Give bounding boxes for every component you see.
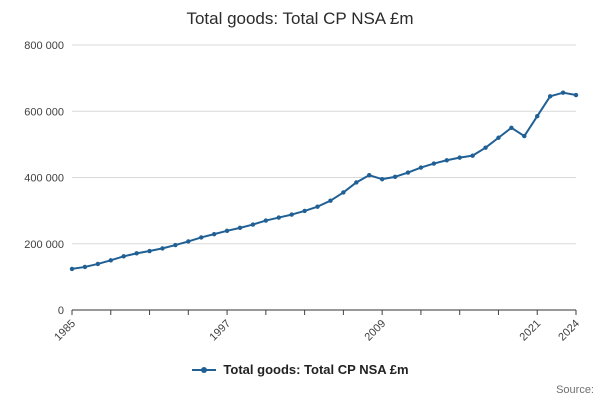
data-point[interactable] bbox=[199, 235, 204, 240]
data-point[interactable] bbox=[302, 208, 307, 214]
data-point[interactable] bbox=[82, 264, 88, 270]
data-point[interactable] bbox=[211, 231, 217, 237]
data-point[interactable] bbox=[289, 212, 294, 217]
data-point[interactable] bbox=[573, 92, 579, 98]
data-point[interactable] bbox=[392, 174, 398, 180]
data-point[interactable] bbox=[315, 204, 320, 209]
data-point[interactable] bbox=[173, 242, 178, 248]
svg-text:1997: 1997 bbox=[207, 318, 233, 344]
data-point[interactable] bbox=[367, 172, 372, 178]
svg-text:0: 0 bbox=[58, 305, 64, 317]
svg-text:200 000: 200 000 bbox=[24, 239, 64, 251]
legend-item[interactable]: Total goods: Total CP NSA £m bbox=[191, 362, 409, 377]
x-axis-labels: 1985 1997 2009 2021 2024 bbox=[52, 318, 582, 344]
x-axis-ticks bbox=[71, 310, 577, 315]
data-point[interactable] bbox=[108, 258, 113, 263]
data-point[interactable] bbox=[121, 254, 126, 259]
data-point[interactable] bbox=[444, 158, 449, 163]
data-point[interactable] bbox=[431, 161, 437, 166]
svg-text:800 000: 800 000 bbox=[24, 40, 64, 52]
data-point[interactable] bbox=[470, 153, 475, 158]
chart-title: Total goods: Total CP NSA £m bbox=[186, 9, 414, 28]
svg-text:2021: 2021 bbox=[518, 318, 544, 344]
data-point[interactable] bbox=[328, 198, 333, 203]
data-point[interactable] bbox=[95, 261, 101, 267]
gridlines bbox=[72, 44, 576, 311]
data-point[interactable] bbox=[457, 155, 462, 160]
data-point[interactable] bbox=[237, 225, 243, 231]
data-point[interactable] bbox=[522, 133, 527, 139]
series-points[interactable] bbox=[69, 90, 579, 272]
data-point[interactable] bbox=[186, 239, 191, 244]
data-point[interactable] bbox=[547, 94, 553, 99]
svg-text:2024: 2024 bbox=[556, 318, 582, 344]
svg-text:600 000: 600 000 bbox=[24, 106, 64, 118]
data-point[interactable] bbox=[341, 190, 346, 195]
data-point[interactable] bbox=[560, 90, 566, 95]
data-point[interactable] bbox=[379, 176, 385, 182]
data-point[interactable] bbox=[535, 114, 540, 119]
data-point[interactable] bbox=[354, 180, 359, 185]
data-point[interactable] bbox=[263, 218, 269, 223]
data-point[interactable] bbox=[496, 135, 501, 140]
data-point[interactable] bbox=[224, 228, 230, 234]
legend: Total goods: Total CP NSA £m bbox=[0, 362, 600, 377]
data-point[interactable] bbox=[160, 246, 165, 251]
svg-text:400 000: 400 000 bbox=[24, 173, 64, 185]
data-point[interactable] bbox=[69, 266, 75, 272]
legend-line-marker-icon bbox=[192, 366, 217, 373]
source-label: Source: bbox=[556, 384, 594, 396]
data-point[interactable] bbox=[509, 125, 514, 131]
data-point[interactable] bbox=[276, 215, 281, 220]
data-point[interactable] bbox=[418, 165, 424, 170]
data-point[interactable] bbox=[483, 145, 488, 150]
data-point[interactable] bbox=[134, 251, 139, 256]
svg-text:2009: 2009 bbox=[362, 318, 388, 344]
y-axis-labels: 0 200 000 400 000 600 000 800 000 bbox=[24, 40, 64, 317]
chart-canvas: 0 200 000 400 000 600 000 800 000 1985 1997 20… bbox=[24, 40, 582, 344]
data-point[interactable] bbox=[405, 170, 411, 175]
legend-item-label: Total goods: Total CP NSA £m bbox=[223, 362, 409, 377]
data-point[interactable] bbox=[250, 222, 256, 227]
data-point[interactable] bbox=[147, 248, 152, 254]
series-line bbox=[71, 91, 577, 270]
svg-text:1985: 1985 bbox=[52, 318, 78, 344]
